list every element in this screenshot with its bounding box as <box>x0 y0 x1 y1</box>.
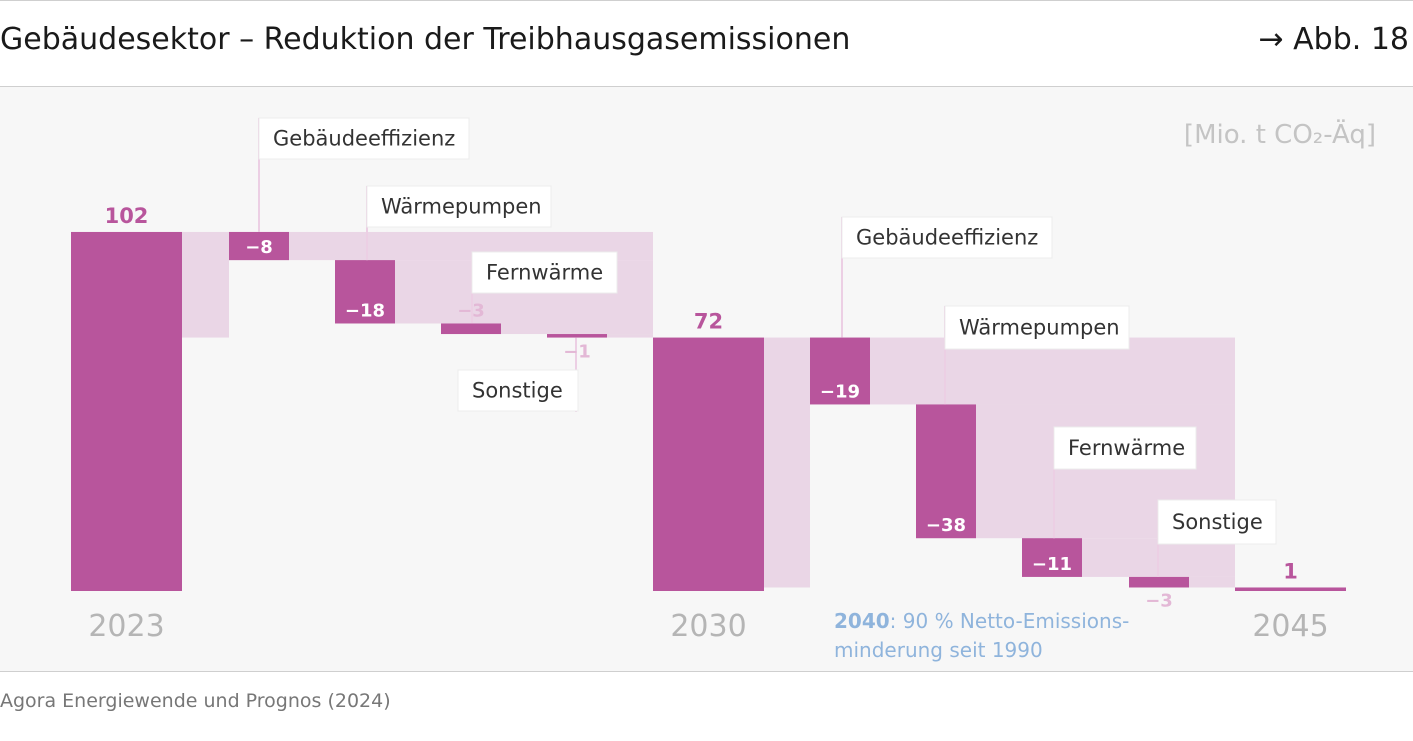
total-value-label: 102 <box>105 204 149 228</box>
target-annotation-line2: minderung seit 1990 <box>834 638 1043 662</box>
category-label: Gebäudeeffizienz <box>856 226 1038 250</box>
step-bar <box>810 337 870 405</box>
category-label: Fernwärme <box>486 261 603 285</box>
step-value-label: −11 <box>1032 554 1072 575</box>
callout-box <box>1053 426 1197 470</box>
bar-layer <box>71 231 1346 591</box>
step-bar <box>547 334 607 338</box>
step-value-label: −19 <box>820 381 860 402</box>
source-note: Agora Energiewende und Prognos (2024) <box>0 690 391 712</box>
callout-box <box>944 305 1130 350</box>
target-annotation-line1: 2040: 90 % Netto-Emissions- <box>834 609 1129 633</box>
connector-band <box>182 231 229 338</box>
total-bar-2030 <box>653 337 764 591</box>
connector-band <box>441 323 653 335</box>
step-value-label: −38 <box>926 515 966 536</box>
category-label: Wärmepumpen <box>381 195 542 219</box>
callout-layer: Gebäudeeffizienz Wärmepumpen Fernwärme Sons… <box>258 117 1277 577</box>
total-bar-2045 <box>1235 587 1346 591</box>
category-label: Gebäudeeffizienz <box>273 127 455 151</box>
category-label: Wärmepumpen <box>959 316 1120 340</box>
step-value-label: −3 <box>457 300 485 321</box>
category-label: Sonstige <box>1172 510 1263 534</box>
step-bar <box>335 260 395 324</box>
figure-reference-link[interactable]: → Abb. 18 <box>1258 22 1409 57</box>
callout-box <box>457 369 579 412</box>
step-bar <box>441 323 501 335</box>
callout-box <box>841 216 1053 259</box>
callout-box <box>1157 499 1277 545</box>
category-label: Sonstige <box>472 379 563 403</box>
step-bar <box>229 231 289 261</box>
total-value-label: 1 <box>1283 559 1298 583</box>
total-bar-2023 <box>71 231 182 591</box>
total-value-label: 72 <box>694 310 723 334</box>
step-value-label: −8 <box>245 237 273 258</box>
year-label-2045: 2045 <box>1252 609 1328 644</box>
step-value-label: −18 <box>345 300 385 321</box>
category-label: Fernwärme <box>1068 436 1185 460</box>
target-annotation-year: 2040 <box>834 609 890 633</box>
target-annotation-text: : 90 % Netto-Emissions- <box>890 609 1130 633</box>
callout-box <box>366 185 552 228</box>
label-layer: [Mio. t CO₂-Äq] 102 2023 72 2030 1 2045 −8 −18 −3… <box>88 118 1376 662</box>
chart-title: Gebäudesektor – Reduktion der Treibhausg… <box>0 22 851 57</box>
connector-band <box>764 337 810 588</box>
callout-box <box>258 117 470 160</box>
step-value-label: −3 <box>1145 590 1173 611</box>
step-value-label: −1 <box>563 342 591 363</box>
step-bar <box>916 404 976 539</box>
year-label-2030: 2030 <box>670 609 746 644</box>
step-bar <box>1022 538 1082 577</box>
top-rule <box>0 0 1413 1</box>
year-label-2023: 2023 <box>88 609 164 644</box>
callout-box <box>471 251 618 294</box>
unit-label: [Mio. t CO₂-Äq] <box>1184 118 1376 150</box>
step-bar <box>1129 576 1189 588</box>
